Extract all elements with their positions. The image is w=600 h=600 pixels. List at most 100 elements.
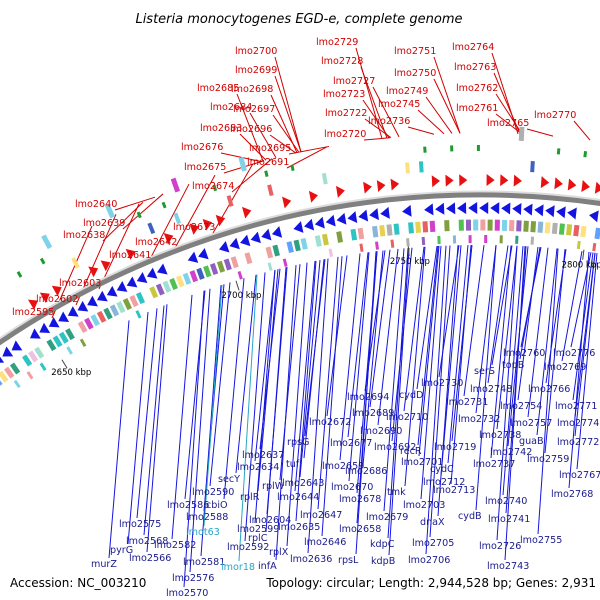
forward-arrow <box>163 233 174 245</box>
reverse-gene-label: rplW <box>262 481 285 492</box>
forward-arrow <box>282 196 292 209</box>
reverse-callout-line <box>507 246 529 447</box>
reverse-cog-block <box>379 225 386 237</box>
forward-arrow <box>581 180 590 192</box>
forward-gene-label: lmo2642 <box>135 237 177 248</box>
reverse-cog-block <box>458 219 464 231</box>
reverse-cog-block <box>300 237 308 250</box>
forward-cog-block <box>238 156 247 172</box>
reverse-cog-block <box>350 228 358 241</box>
reverse-cog-block <box>39 362 47 371</box>
reverse-callout-line <box>347 252 369 438</box>
forward-gene-label: lmo2639 <box>83 218 125 229</box>
reverse-cog-block <box>437 235 441 245</box>
reverse-cog-block <box>189 270 199 283</box>
reverse-arrow <box>198 247 209 260</box>
reverse-arrow <box>446 202 456 215</box>
forward-cog-block <box>530 160 535 173</box>
accession-label: Accession: NC_003210 <box>10 576 146 590</box>
reverse-cog-block <box>66 346 73 355</box>
reverse-gene-label: lmo2754 <box>500 401 542 412</box>
reverse-arrow <box>96 290 108 302</box>
reverse-gene-label: lmo2647 <box>300 510 342 521</box>
forward-gene-labels: lmo2700 lmo2729 lmo2751 lmo2764 lmo2699 lmo27… <box>12 37 576 318</box>
reverse-gene-label: lmo2772 <box>557 437 599 448</box>
forward-callout-line <box>286 146 328 169</box>
reverse-callout-line <box>321 256 343 537</box>
reverse-arrow <box>116 281 128 292</box>
forward-arrow <box>308 190 318 203</box>
forward-callout-line <box>360 66 388 139</box>
reverse-cog-block <box>415 221 422 233</box>
reverse-gene-label: lmo2726 <box>479 541 521 552</box>
reverse-callout-line <box>536 248 558 436</box>
reverse-arrow <box>11 340 23 351</box>
forward-gene-label: lmo2762 <box>456 83 498 94</box>
reverse-gene-label: lmo2706 <box>408 555 450 566</box>
forward-arrow <box>335 185 345 198</box>
reverse-callout-line <box>326 255 348 417</box>
rna-gene-label: lmot63 <box>186 527 220 538</box>
reverse-cog-block <box>13 379 21 389</box>
reverse-gene-label: lmo2732 <box>458 414 500 425</box>
forward-arrow <box>39 292 50 303</box>
reverse-gene-label: lmo2690 <box>360 426 402 437</box>
forward-gene-label: lmo2763 <box>454 62 496 73</box>
reverse-gene-label: lmo2743 <box>487 561 529 572</box>
reverse-callout-line <box>496 245 518 430</box>
reverse-callout-line <box>275 264 297 561</box>
reverse-cog-block <box>336 231 343 243</box>
reverse-callout-line <box>223 278 245 500</box>
forward-callout-line <box>220 152 262 163</box>
forward-gene-label: lmo2640 <box>75 199 117 210</box>
reverse-arrow <box>58 311 70 322</box>
forward-gene-label: lmo2638 <box>63 230 105 241</box>
reverse-cog-block <box>244 252 253 265</box>
forward-callout-line <box>372 86 400 138</box>
forward-arrow <box>202 219 213 231</box>
forward-gene-label: lmo2691 <box>247 157 289 168</box>
reverse-gene-label: lmo2701 <box>401 457 443 468</box>
reverse-cog-block <box>109 304 120 317</box>
reverse-cog-block <box>209 262 219 276</box>
reverse-callout-line <box>307 258 329 554</box>
forward-gene-label: lmo2745 <box>378 99 420 110</box>
reverse-arrow <box>534 204 544 217</box>
forward-arrow <box>100 260 111 272</box>
reverse-callout-line <box>254 269 276 524</box>
reverse-arrow <box>567 207 577 220</box>
reverse-gene-label: lmo2635 <box>278 522 320 533</box>
position-tick-label: 2750 kbp <box>390 257 430 267</box>
reverse-callout-line <box>377 248 399 426</box>
reverse-gene-label: kdpC <box>370 539 395 550</box>
reverse-cog-block <box>203 265 212 278</box>
reverse-gene-label: lmo2570 <box>166 588 208 599</box>
reverse-cog-block <box>530 221 537 233</box>
tick-mark <box>61 359 68 369</box>
reverse-cog-block <box>468 235 472 244</box>
reverse-gene-label: rpsG <box>287 437 309 448</box>
reverse-cog-block <box>523 220 529 232</box>
forward-gene-label: lmo2723 <box>323 89 365 100</box>
reverse-gene-label: lmo2737 <box>473 459 515 470</box>
reverse-callout-line <box>437 245 459 517</box>
reverse-callout-line <box>369 249 391 408</box>
reverse-gene-label: recR <box>400 446 422 457</box>
reverse-cog-block <box>52 335 63 348</box>
reverse-callout-line <box>294 261 316 492</box>
reverse-gene-label: lmo2581 <box>183 557 225 568</box>
reverse-gene-label: lmo2766 <box>528 384 570 395</box>
reverse-gene-label: lmo2705 <box>412 538 454 549</box>
reverse-callout-line <box>416 246 438 390</box>
reverse-arrow <box>136 271 148 283</box>
reverse-gene-label: lmo2646 <box>304 537 346 548</box>
reverse-gene-label: murZ <box>91 559 117 570</box>
reverse-callout-line <box>257 269 279 492</box>
reverse-cog-block <box>26 371 34 380</box>
forward-arrow <box>242 206 252 219</box>
reverse-cog-block <box>28 350 39 363</box>
reverse-arrow <box>67 306 79 317</box>
forward-cog-block <box>147 222 156 235</box>
reverse-cog-block <box>537 221 544 233</box>
forward-callout-line <box>272 114 300 153</box>
